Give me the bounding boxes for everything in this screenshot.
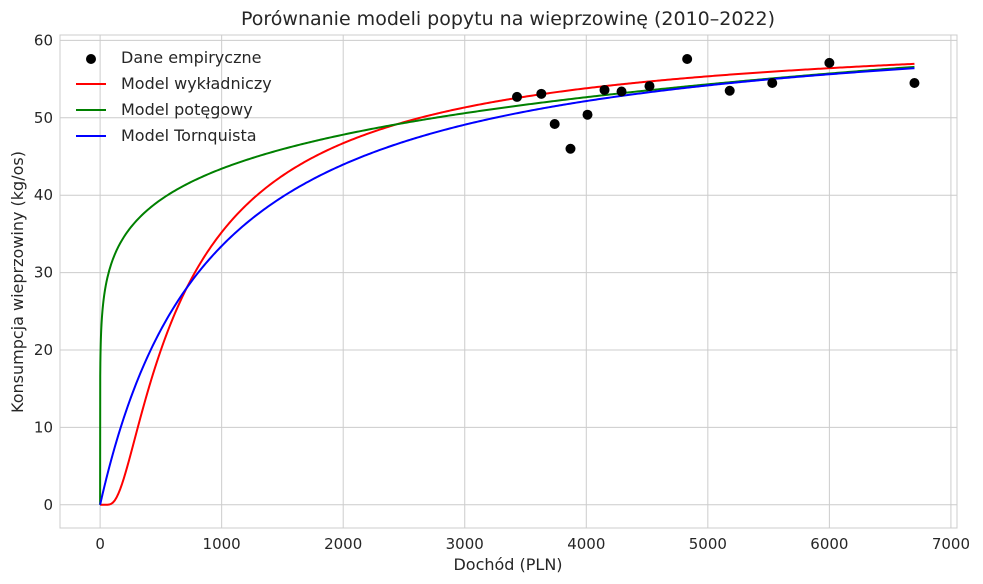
x-tick-label: 1000 — [203, 535, 241, 553]
legend-label-exponential: Model wykładniczy — [121, 74, 272, 93]
legend: Dane empiryczne Model wykładniczy Model … — [76, 48, 272, 145]
y-tick-label: 20 — [34, 341, 53, 359]
scatter-point — [682, 53, 693, 64]
series-line-tornquist — [99, 67, 915, 505]
legend-label-scatter: Dane empiryczne — [121, 48, 261, 67]
x-tick-label: 3000 — [446, 535, 484, 553]
y-tick-label: 30 — [34, 264, 53, 282]
legend-marker-scatter — [86, 54, 96, 64]
x-tick-label: 4000 — [567, 535, 605, 553]
series-line-exponential — [100, 62, 915, 506]
scatter-point — [599, 84, 610, 95]
y-tick-label: 60 — [34, 31, 53, 49]
scatter-point — [512, 91, 523, 102]
y-tick-label: 40 — [34, 186, 53, 204]
scatter-point — [767, 77, 778, 88]
x-axis-label: Dochód (PLN) — [453, 555, 562, 574]
scatter-point — [536, 88, 547, 99]
tick-labels: 0 1000 2000 3000 4000 5000 6000 7000 0 10 20 30 40 50… — [34, 31, 970, 553]
y-tick-label: 0 — [43, 496, 53, 514]
series-lines — [99, 62, 915, 506]
chart-title: Porównanie modeli popytu na wieprzowinę … — [241, 8, 775, 30]
x-tick-label: 6000 — [810, 535, 848, 553]
scatter-point — [824, 57, 835, 68]
scatter-point — [909, 77, 920, 88]
legend-label-tornquist: Model Tornquista — [121, 126, 257, 145]
y-axis-label: Konsumpcja wieprzowiny (kg/os) — [8, 151, 27, 413]
scatter-point — [644, 81, 655, 92]
scatter-point — [582, 109, 593, 120]
x-tick-label: 0 — [95, 535, 105, 553]
scatter-point — [549, 119, 560, 130]
legend-label-power: Model potęgowy — [121, 100, 253, 119]
x-tick-label: 7000 — [932, 535, 970, 553]
scatter-point — [565, 143, 576, 154]
y-tick-label: 50 — [34, 109, 53, 127]
y-tick-label: 10 — [34, 418, 53, 436]
plot-area — [59, 34, 958, 529]
scatter-points — [512, 53, 920, 154]
scatter-point — [724, 85, 735, 96]
x-tick-label: 5000 — [689, 535, 727, 553]
x-tick-label: 2000 — [324, 535, 362, 553]
scatter-point — [616, 86, 627, 97]
